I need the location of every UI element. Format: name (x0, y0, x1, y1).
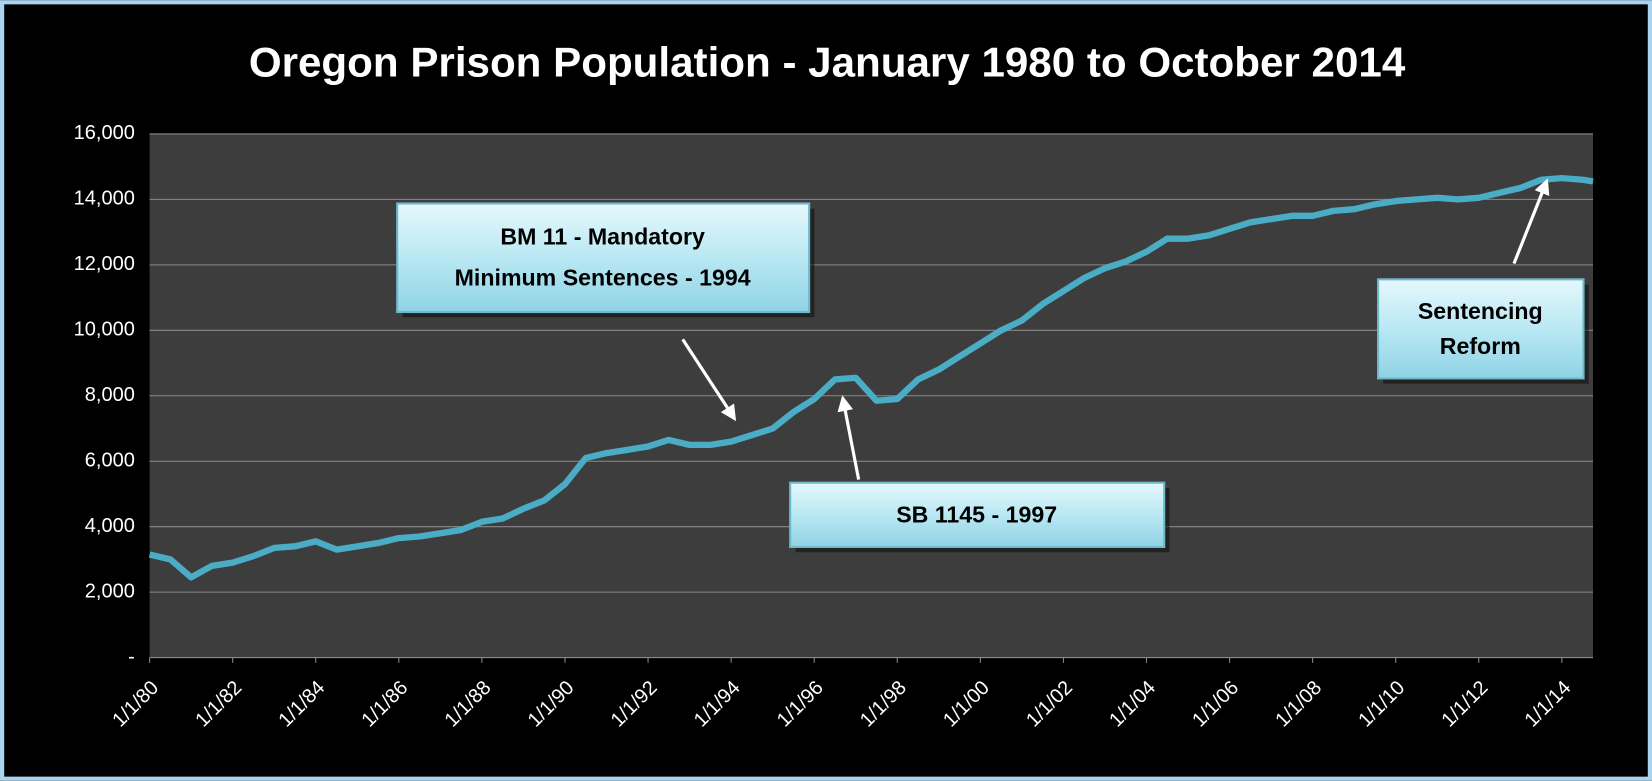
annotation-arrow (837, 395, 861, 480)
annotation-text: Reform (1440, 333, 1521, 359)
y-tick-label: 16,000 (74, 122, 135, 144)
annotation-box (1377, 278, 1585, 380)
y-tick-label: 2,000 (85, 580, 135, 602)
y-tick-label: 4,000 (85, 515, 135, 537)
annotation-arrow (681, 338, 737, 422)
data-line (148, 174, 1594, 581)
chart-title: Oregon Prison Population - January 1980 … (249, 39, 1406, 86)
y-tick-label: 6,000 (85, 450, 135, 472)
annotation-text: Sentencing (1418, 298, 1543, 324)
annotation-text: SB 1145 - 1997 (896, 502, 1057, 528)
y-tick-label: 10,000 (74, 319, 135, 341)
annotation-text: BM 11 - Mandatory (500, 223, 705, 249)
y-tick-label: 14,000 (74, 188, 135, 210)
y-tick-label: 12,000 (74, 253, 135, 275)
annotation-box (396, 202, 811, 314)
annotation-box (789, 481, 1166, 549)
y-tick-label: 8,000 (85, 384, 135, 406)
y-tick-label: - (128, 646, 135, 668)
annotation-arrow (1512, 178, 1550, 265)
annotation-text: Minimum Sentences - 1994 (455, 264, 751, 290)
